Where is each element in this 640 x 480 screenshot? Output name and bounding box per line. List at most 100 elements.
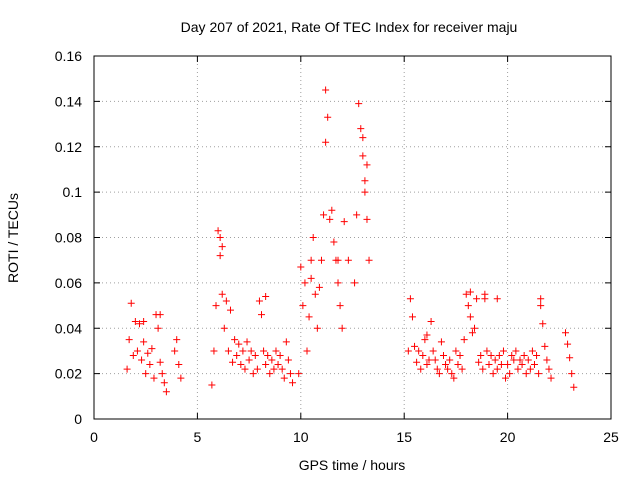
data-point — [454, 361, 462, 369]
data-point — [295, 370, 303, 378]
data-point — [483, 347, 491, 355]
y-axis-label: ROTI / TECUs — [5, 193, 21, 283]
x-tick-label: 20 — [500, 429, 516, 445]
data-point — [307, 256, 315, 264]
data-point — [471, 324, 479, 332]
data-point — [262, 292, 270, 300]
data-point — [274, 361, 282, 369]
data-point — [340, 218, 348, 226]
data-point — [499, 347, 507, 355]
data-point — [435, 370, 443, 378]
data-point — [415, 347, 423, 355]
data-point — [444, 365, 452, 373]
data-point — [497, 361, 505, 369]
data-point — [133, 347, 141, 355]
data-point — [286, 370, 294, 378]
x-tick-label: 0 — [90, 429, 98, 445]
data-point — [442, 361, 450, 369]
y-tick-labels: 0 0.02 0.04 0.06 0.08 0.1 0.12 0.14 0.16 — [55, 48, 82, 427]
data-point — [268, 356, 276, 364]
data-point — [162, 388, 170, 396]
data-point — [156, 358, 164, 366]
data-point — [131, 317, 139, 325]
data-point — [485, 361, 493, 369]
data-point — [427, 317, 435, 325]
data-point — [408, 313, 416, 321]
data-point — [247, 347, 255, 355]
chart-title: Day 207 of 2021, Rate Of TEC Index for r… — [181, 19, 518, 35]
data-point — [311, 290, 319, 298]
data-point — [541, 342, 549, 350]
data-point — [526, 365, 534, 373]
data-point — [533, 351, 541, 359]
data-point — [528, 347, 536, 355]
data-point — [278, 365, 286, 373]
data-point — [150, 374, 158, 382]
y-tick-label: 0.12 — [55, 139, 82, 155]
data-point — [156, 311, 164, 319]
data-point — [433, 365, 441, 373]
data-point — [220, 324, 228, 332]
data-point — [276, 351, 284, 359]
data-point — [334, 279, 342, 287]
data-point — [481, 290, 489, 298]
data-point — [307, 274, 315, 282]
data-point — [210, 347, 218, 355]
data-point — [359, 134, 367, 142]
data-point — [322, 86, 330, 94]
data-point — [473, 295, 481, 303]
data-point — [148, 345, 156, 353]
data-point — [510, 356, 518, 364]
data-point — [229, 358, 237, 366]
data-point — [361, 177, 369, 185]
data-point — [140, 338, 148, 346]
data-point — [272, 347, 280, 355]
data-point — [315, 283, 323, 291]
data-point — [282, 338, 290, 346]
data-point — [241, 365, 249, 373]
data-point — [123, 365, 131, 373]
data-point — [456, 351, 464, 359]
data-point — [448, 370, 456, 378]
data-point — [297, 263, 305, 271]
data-point — [562, 329, 570, 337]
data-point — [406, 295, 414, 303]
y-tick-label: 0.08 — [55, 230, 82, 246]
data-point — [284, 356, 292, 364]
data-point — [305, 313, 313, 321]
data-point — [129, 351, 137, 359]
data-point — [504, 361, 512, 369]
data-point — [539, 320, 547, 328]
data-point — [138, 356, 146, 364]
data-point — [452, 347, 460, 355]
x-tick-labels: 0 5 10 15 20 25 — [90, 429, 619, 445]
data-point — [530, 361, 538, 369]
data-point — [125, 336, 133, 344]
data-point — [140, 317, 148, 325]
y-tick-label: 0.04 — [55, 320, 82, 336]
data-point — [175, 361, 183, 369]
data-point — [547, 374, 555, 382]
data-point — [419, 351, 427, 359]
data-point — [458, 365, 466, 373]
y-tick-label: 0.16 — [55, 48, 82, 64]
x-axis-label: GPS time / hours — [299, 457, 406, 473]
x-tick-label: 10 — [293, 429, 309, 445]
data-point — [357, 125, 365, 133]
data-point — [334, 256, 342, 264]
data-point — [216, 234, 224, 241]
data-point — [493, 365, 501, 373]
data-point — [437, 338, 445, 346]
data-point — [413, 358, 421, 366]
data-point — [506, 370, 514, 378]
data-point — [245, 356, 253, 364]
data-point — [309, 234, 317, 241]
data-point — [255, 297, 263, 305]
data-point — [537, 295, 545, 303]
data-point — [260, 347, 268, 355]
data-point — [493, 295, 501, 303]
data-point — [489, 370, 497, 378]
data-point — [508, 351, 516, 359]
data-point — [324, 113, 332, 121]
data-point — [173, 336, 181, 344]
